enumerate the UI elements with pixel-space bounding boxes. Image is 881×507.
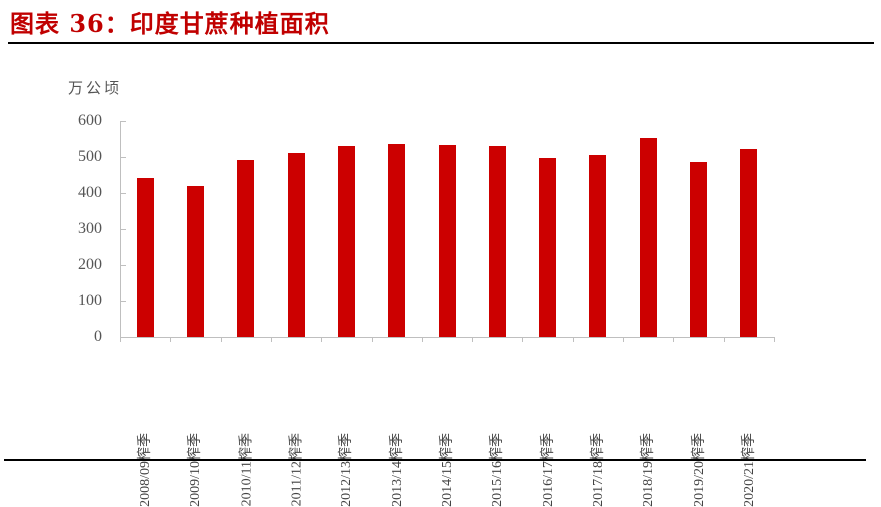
bar [740, 149, 757, 337]
chart-title: 图表 36：印度甘蔗种植面积 [10, 9, 330, 38]
x-tick [422, 337, 423, 342]
y-tick [120, 265, 126, 266]
y-tick [120, 193, 126, 194]
x-tick-label: 2013/14榨季 [388, 343, 406, 507]
x-tick-label-text: 2019/20榨季 [692, 433, 707, 507]
y-tick-label: 600 [78, 112, 102, 129]
y-tick-label: 400 [78, 184, 102, 201]
y-tick-label: 0 [94, 328, 102, 345]
x-tick [774, 337, 775, 342]
x-tick-label-text: 2011/12榨季 [289, 433, 304, 507]
y-tick [120, 229, 126, 230]
x-tick [573, 337, 574, 342]
x-tick-label: 2008/09榨季 [136, 343, 154, 507]
x-tick-label-text: 2012/13榨季 [339, 433, 354, 507]
x-tick-label: 2012/13榨季 [337, 343, 355, 507]
x-tick-label: 2015/16榨季 [488, 343, 506, 507]
bar [439, 145, 456, 337]
bar [288, 153, 305, 337]
x-tick-label: 2010/11榨季 [237, 343, 255, 506]
x-tick-label-text: 2010/11榨季 [239, 433, 254, 507]
x-tick [321, 337, 322, 342]
y-tick [120, 337, 126, 338]
title-divider [8, 42, 874, 44]
x-tick-label: 2009/10榨季 [186, 343, 204, 507]
bar [489, 146, 506, 337]
y-tick-label: 200 [78, 256, 102, 273]
x-tick [221, 337, 222, 342]
x-tick-label: 2020/21榨季 [740, 343, 758, 507]
x-axis-line [120, 337, 774, 338]
x-tick [170, 337, 171, 342]
bar [388, 144, 405, 337]
y-axis-unit-label: 万公顷 [68, 79, 123, 97]
bar [640, 138, 657, 337]
y-tick-label: 100 [78, 292, 102, 309]
bar [338, 146, 355, 337]
x-tick-label-text: 2017/18榨季 [591, 433, 606, 507]
x-tick [724, 337, 725, 342]
bar [237, 160, 254, 337]
x-tick-label: 2018/19榨季 [639, 343, 657, 507]
x-tick [472, 337, 473, 342]
x-tick-label: 2011/12榨季 [287, 343, 305, 506]
x-tick-label-text: 2009/10榨季 [188, 433, 203, 507]
x-tick [271, 337, 272, 342]
x-tick [372, 337, 373, 342]
x-tick-label: 2017/18榨季 [589, 343, 607, 507]
x-tick-label: 2016/17榨季 [539, 343, 557, 507]
y-tick-label: 300 [78, 220, 102, 237]
y-tick [120, 301, 126, 302]
y-tick [120, 121, 126, 122]
x-tick-label: 2014/15榨季 [438, 343, 456, 507]
x-tick-label: 2019/20榨季 [690, 343, 708, 507]
x-tick-label-text: 2015/16榨季 [490, 433, 505, 507]
bottom-divider [4, 459, 866, 461]
bar [137, 178, 154, 337]
x-tick-label-text: 2008/09榨季 [138, 433, 153, 507]
x-tick [522, 337, 523, 342]
x-tick-label-text: 2013/14榨季 [390, 433, 405, 507]
bar [589, 155, 606, 337]
x-tick [673, 337, 674, 342]
x-tick-label-text: 2020/21榨季 [742, 433, 757, 507]
x-tick-label-text: 2016/17榨季 [541, 433, 556, 507]
bar [539, 158, 556, 337]
x-tick [120, 337, 121, 342]
bar [690, 162, 707, 337]
y-tick [120, 157, 126, 158]
x-tick [623, 337, 624, 342]
bar [187, 186, 204, 337]
x-tick-label-text: 2018/19榨季 [641, 433, 656, 507]
x-tick-label-text: 2014/15榨季 [440, 433, 455, 507]
y-tick-label: 500 [78, 148, 102, 165]
